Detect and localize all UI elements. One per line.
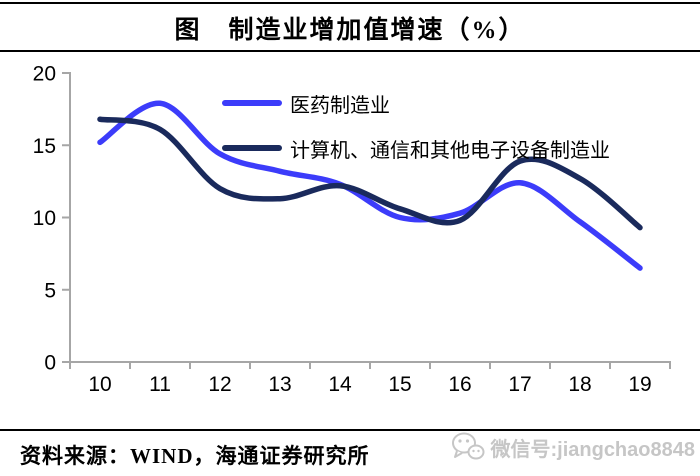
x-tick-label: 15 (388, 373, 411, 396)
chart-title: 图 制造业增加值增速（%） (174, 17, 526, 44)
x-tick-label: 12 (208, 373, 231, 396)
watermark-text: 微信号:jiangchao8848 (490, 438, 695, 461)
legend-swatch-electronics (222, 145, 282, 151)
legend-item-electronics: 计算机、通信和其他电子设备制造业 (222, 137, 610, 162)
series-line-0 (97, 100, 643, 271)
x-tick-label: 17 (508, 373, 531, 396)
y-tick-label: 10 (33, 207, 56, 230)
x-tick-label: 18 (568, 373, 591, 396)
y-tick-label: 0 (44, 352, 56, 375)
footer-rule (0, 429, 700, 431)
x-tick-label: 19 (628, 373, 651, 396)
legend-item-pharma: 医药制造业 (222, 92, 610, 117)
x-tick-label: 14 (328, 373, 352, 396)
series-line-1 (97, 116, 643, 231)
legend-label-pharma: 医药制造业 (290, 94, 390, 117)
x-tick-label: 11 (149, 373, 171, 396)
title-underline-rule (0, 50, 700, 52)
legend-label-electronics: 计算机、通信和其他电子设备制造业 (290, 139, 610, 162)
x-tick-label: 10 (88, 373, 111, 396)
watermark: 微信号:jiangchao8848 (451, 431, 695, 463)
y-tick-label: 5 (44, 279, 56, 302)
legend-swatch-pharma (222, 100, 282, 106)
wechat-icon (451, 431, 485, 463)
x-tick-label: 16 (448, 373, 471, 396)
legend: 医药制造业 计算机、通信和其他电子设备制造业 (222, 92, 610, 182)
x-tick-label: 13 (268, 373, 291, 396)
y-tick-label: 15 (33, 135, 56, 158)
source-note: 资料来源：WIND，海通证券研究所 (20, 444, 370, 468)
y-tick-label: 20 (33, 63, 56, 86)
top-rule (0, 2, 700, 4)
